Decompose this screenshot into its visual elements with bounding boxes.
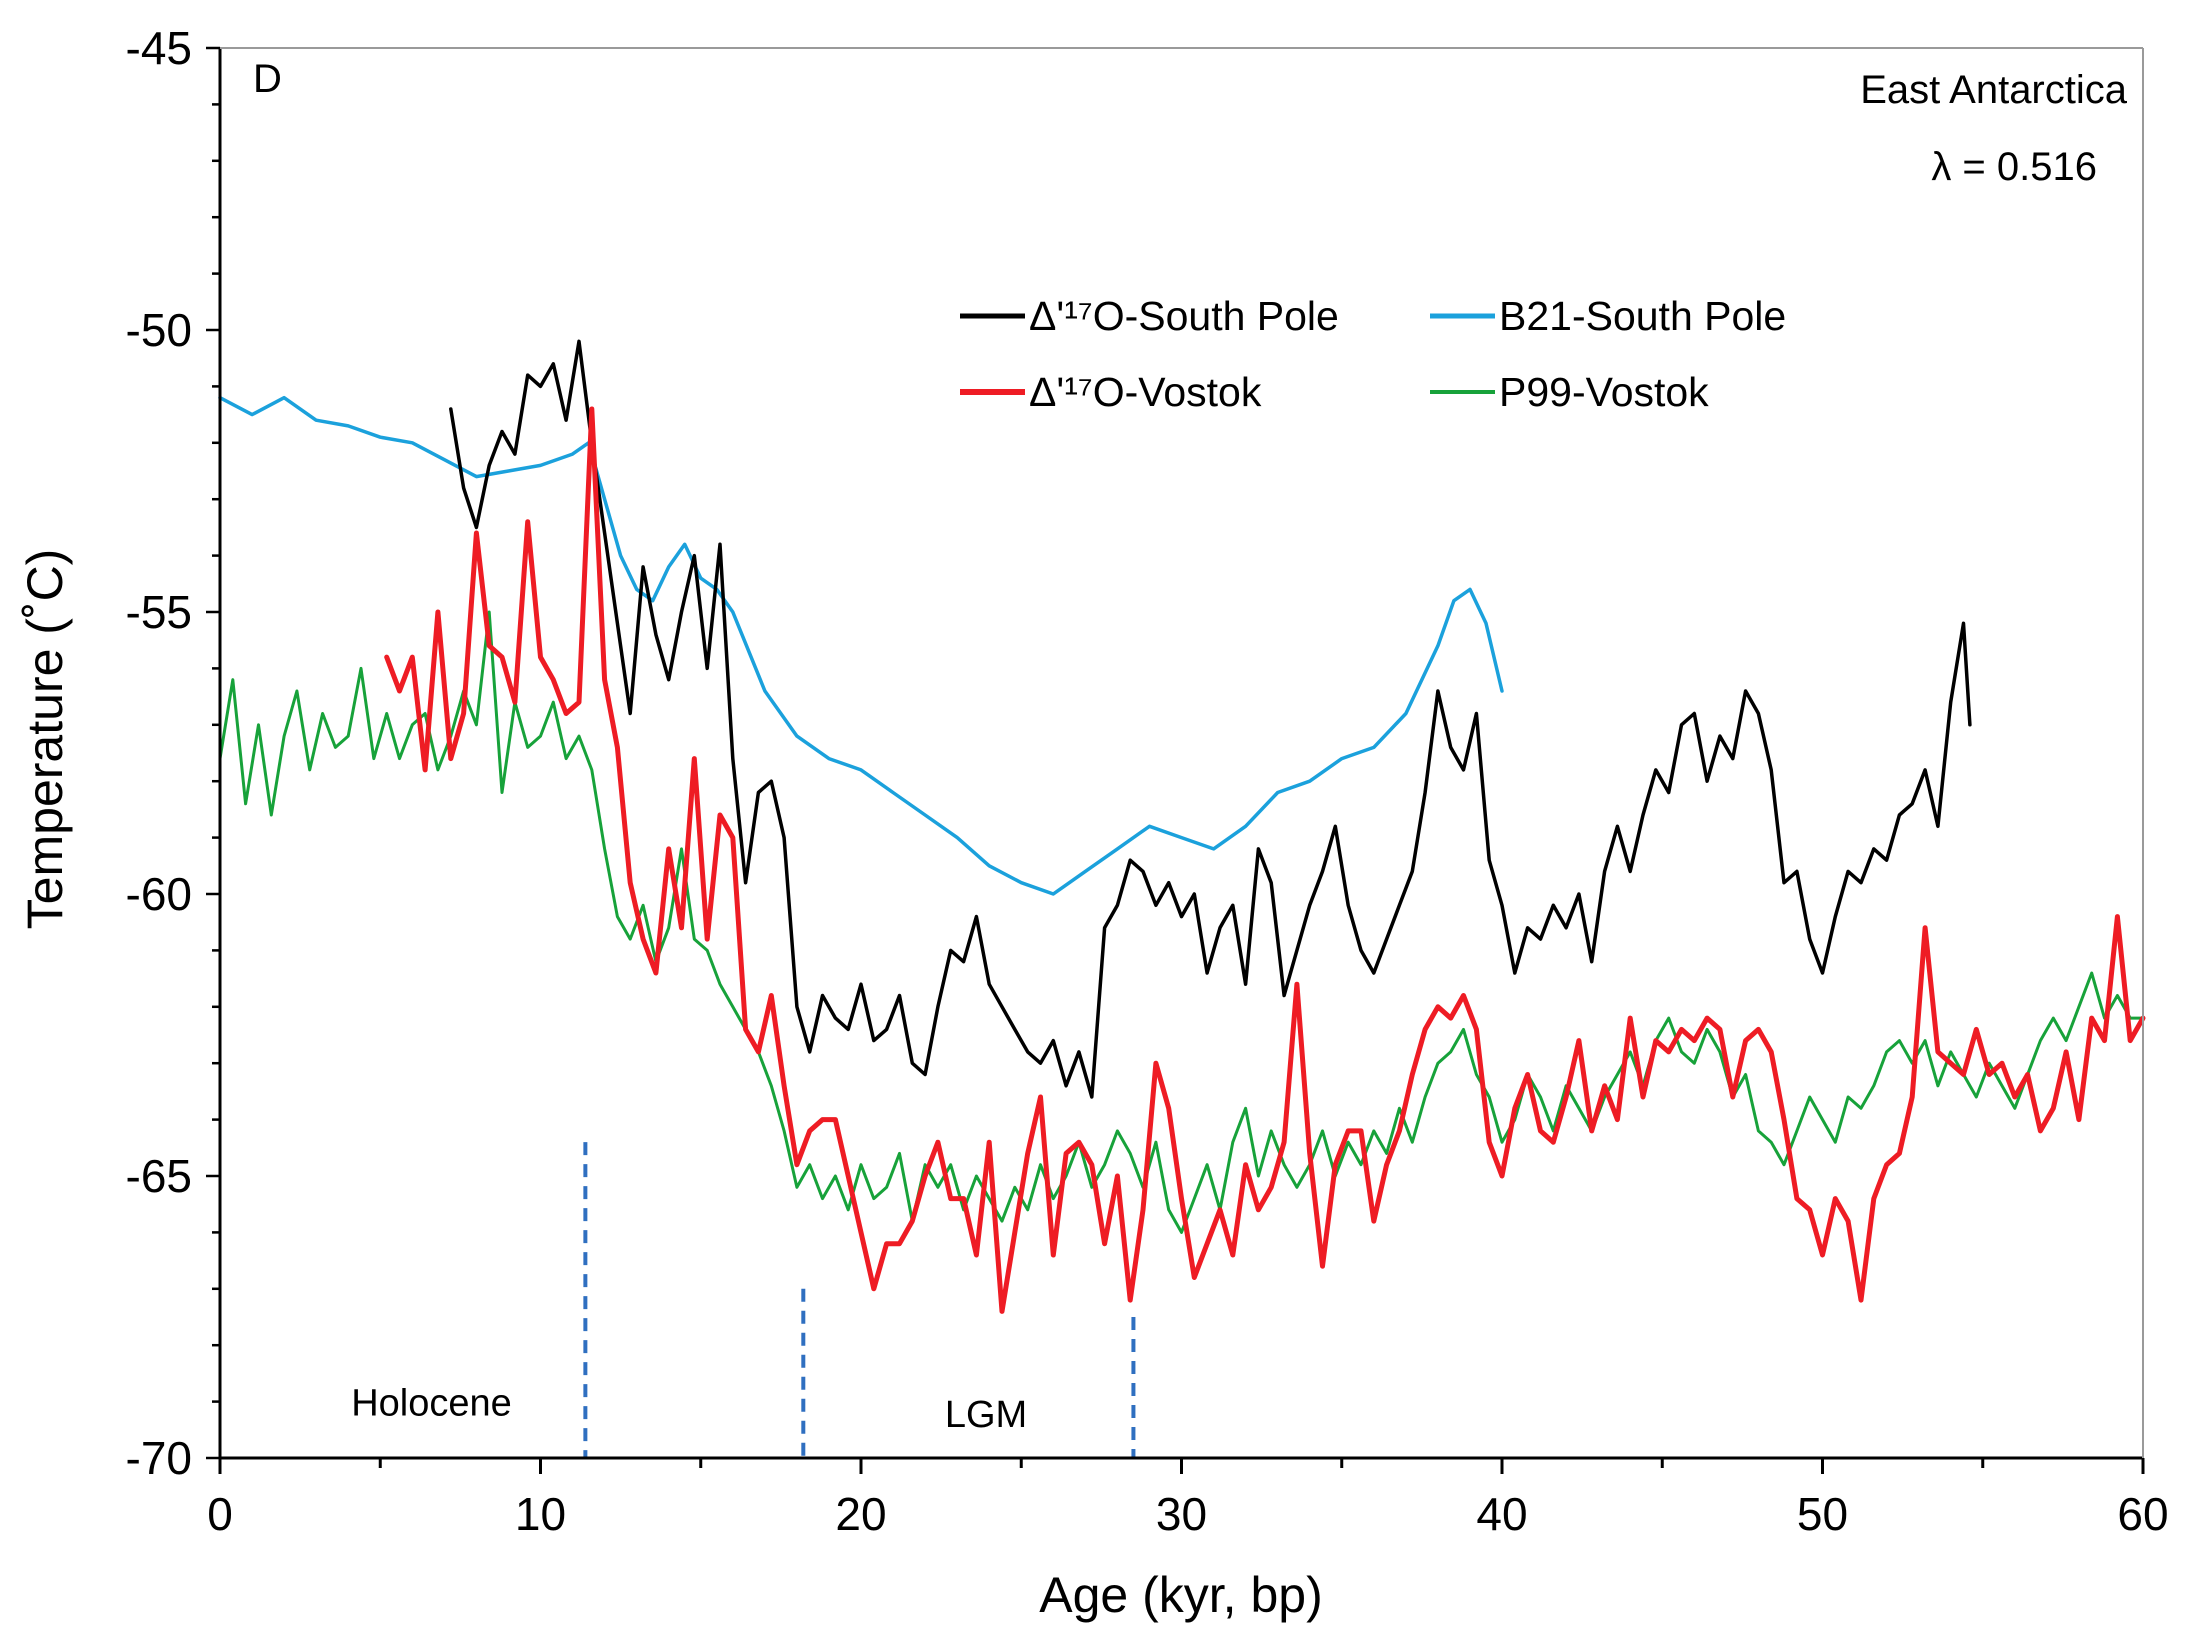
- x-tick-label: 60: [2117, 1488, 2168, 1540]
- legend-label-p99-vostok: P99-Vostok: [1499, 369, 1709, 415]
- legend-label-b21-south-pole: B21-South Pole: [1499, 293, 1786, 339]
- y-tick-label: -45: [126, 22, 192, 74]
- legend-label-vostok-d17o: Δ'¹⁷O-Vostok: [1029, 369, 1262, 415]
- x-tick-label: 0: [207, 1488, 233, 1540]
- lgm-label: LGM: [945, 1394, 1027, 1436]
- axes-group: 0 10 20 30 40 50 60 -70 -65 -60 -55 -50 -45: [126, 22, 2169, 1540]
- legend-label-south-pole-d17o: Δ'¹⁷O-South Pole: [1029, 293, 1339, 339]
- y-tick-label: -55: [126, 586, 192, 638]
- y-axis-title: Temperature (˚C): [17, 549, 73, 930]
- lambda-label: λ = 0.516: [1931, 145, 2097, 189]
- y-tick-label: -50: [126, 304, 192, 356]
- region-label: East Antarctica: [1860, 68, 2128, 112]
- y-tick-label: -65: [126, 1150, 192, 1202]
- period-boundaries: [583, 1142, 1136, 1458]
- x-tick-label: 40: [1476, 1488, 1527, 1540]
- panel-label: D: [253, 57, 282, 101]
- y-tick-label: -70: [126, 1432, 192, 1484]
- x-tick-label: 20: [835, 1488, 886, 1540]
- series-line-d17o-vostok: [384, 406, 2146, 1314]
- series-line-p99-vostok: [218, 610, 2145, 1234]
- series-group: [218, 339, 2146, 1314]
- series-line-b21-south-pole: [218, 395, 1504, 896]
- x-tick-label: 30: [1156, 1488, 1207, 1540]
- x-axis-title: Age (kyr, bp): [1039, 1567, 1322, 1623]
- legend: Δ'¹⁷O-South Pole B21-South Pole Δ'¹⁷O-Vo…: [960, 293, 1786, 415]
- x-tick-label: 50: [1797, 1488, 1848, 1540]
- holocene-label: Holocene: [351, 1383, 512, 1425]
- series-line-d17o-south-pole: [449, 339, 1972, 1099]
- x-tick-label: 10: [515, 1488, 566, 1540]
- y-tick-label: -60: [126, 868, 192, 920]
